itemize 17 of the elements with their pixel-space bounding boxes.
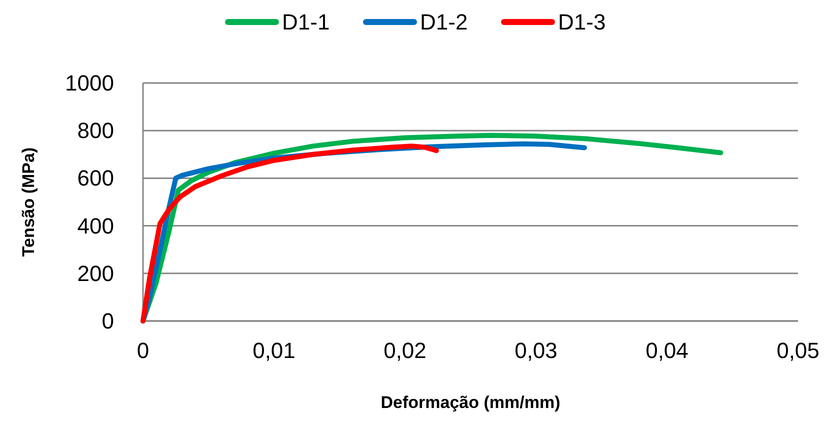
x-tick-label: 0,04 <box>646 338 688 363</box>
legend-label: D1-1 <box>282 10 330 34</box>
x-tick-label: 0,05 <box>776 338 820 363</box>
y-axis-title: Tensão (MPa) <box>19 147 38 257</box>
legend-label: D1-2 <box>420 10 468 34</box>
y-tick-label: 400 <box>77 213 114 238</box>
y-tick-label: 0 <box>102 308 114 334</box>
x-tick-label: 0,01 <box>252 338 296 363</box>
x-tick-label: 0,02 <box>384 338 426 363</box>
x-axis-title: Deformação (mm/mm) <box>380 393 560 412</box>
y-tick-label: 800 <box>77 118 114 144</box>
x-tick-label: 0,03 <box>514 338 558 363</box>
y-tick-label: 600 <box>77 166 114 191</box>
y-tick-label: 200 <box>77 260 114 286</box>
y-tick-label: 1000 <box>65 70 114 96</box>
legend-label: D1-3 <box>558 10 606 34</box>
x-tick-label: 0 <box>136 338 150 363</box>
